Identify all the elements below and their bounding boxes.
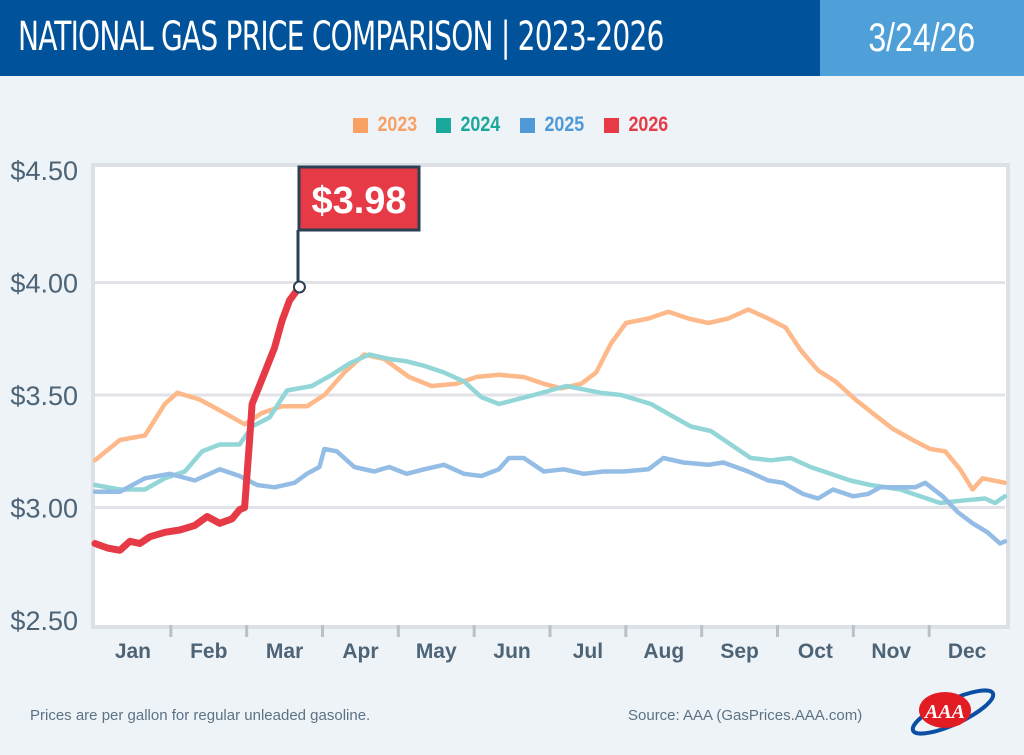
y-tick-label: $4.50 (10, 156, 78, 186)
legend-swatch (520, 117, 535, 133)
page-title: NATIONAL GAS PRICE COMPARISON | 2023-202… (18, 14, 664, 60)
current-price-callout: $3.98 (292, 165, 421, 294)
legend-swatch (352, 117, 368, 133)
x-tick-label: Jan (115, 640, 151, 663)
date-text: 3/24/26 (868, 15, 976, 60)
series-line-2023 (92, 307, 1008, 492)
svg-text:AAA: AAA (923, 701, 965, 723)
date-badge: 3/24/26 (820, 0, 1024, 76)
y-tick-label: $2.50 (10, 606, 78, 636)
legend-label: 2023 (377, 113, 417, 136)
legend-label: 2025 (544, 113, 585, 136)
footnote: Prices are per gallon for regular unlead… (30, 707, 371, 724)
x-tick-label: Jun (493, 640, 530, 663)
x-tick-label: Sep (720, 640, 759, 663)
legend: 2023 2024 2025 2026 (0, 113, 1024, 137)
legend-item-2026: 2026 (603, 113, 672, 137)
x-tick-label: Aug (643, 640, 684, 663)
y-tick-label: $4.00 (10, 269, 78, 299)
x-tick-label: Nov (871, 640, 911, 663)
x-tick-label: Jul (573, 640, 603, 663)
x-tick-label: Feb (190, 640, 227, 663)
legend-label: 2026 (628, 113, 668, 136)
legend-item-2025: 2025 (520, 113, 588, 137)
x-tick-label: May (416, 640, 457, 663)
legend-item-2023: 2023 (352, 113, 421, 137)
x-tick-label: Oct (798, 640, 833, 663)
series-line-2025 (92, 446, 1008, 546)
x-tick-label: Dec (948, 640, 987, 663)
callout-box (297, 165, 421, 232)
current-price-point (292, 280, 306, 294)
legend-swatch (603, 117, 619, 133)
y-tick-label: $3.00 (10, 494, 78, 524)
source-text: Source: AAA (GasPrices.AAA.com) (628, 707, 863, 724)
legend-item-2024: 2024 (436, 113, 504, 137)
legend-swatch (436, 117, 452, 133)
legend-label: 2024 (460, 113, 501, 136)
series-line-2024 (92, 352, 1008, 506)
aaa-logo: AAA (910, 688, 996, 736)
x-tick-label: Mar (266, 640, 303, 663)
header-bar: NATIONAL GAS PRICE COMPARISON | 2023-202… (0, 0, 820, 76)
series-line-2026 (91, 283, 303, 554)
callout-label: $3.98 (311, 180, 406, 222)
y-tick-label: $3.50 (10, 381, 78, 411)
x-tick-label: Apr (342, 640, 378, 663)
